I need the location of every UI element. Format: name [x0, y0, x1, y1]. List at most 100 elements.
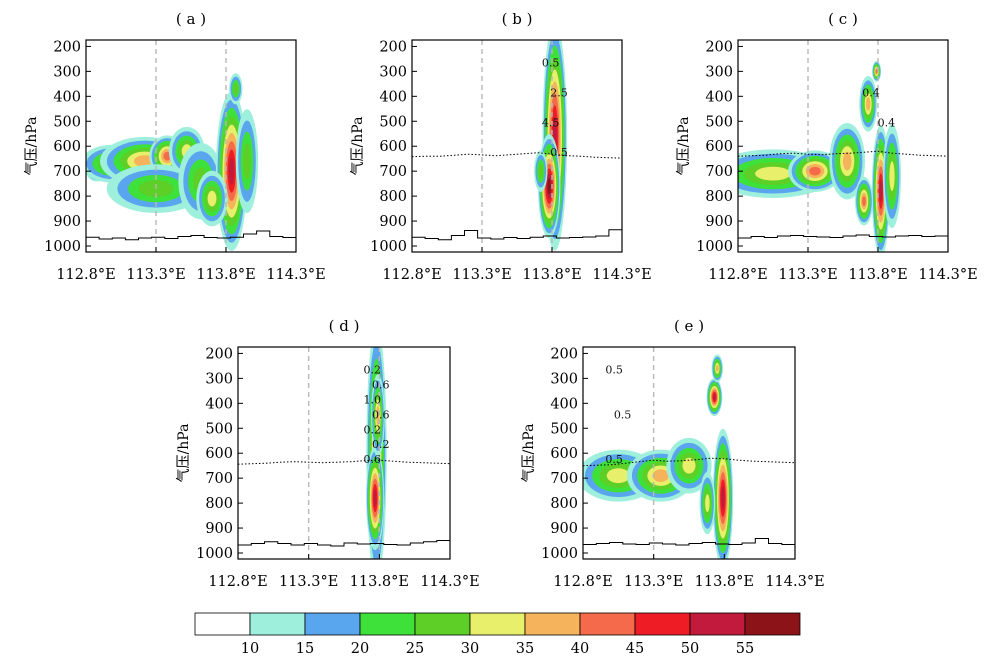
reflectivity-field	[583, 354, 734, 559]
reflectivity-contour	[538, 163, 544, 179]
y-tick-label: 1000	[44, 239, 81, 255]
x-tick-label: 114.3°E	[420, 574, 479, 590]
panel-label: ( d )	[329, 317, 360, 335]
x-tick-label: 112.8°E	[553, 574, 612, 590]
y-tick-label: 200	[379, 39, 407, 55]
colorbar-bin	[634, 612, 691, 636]
y-tick-label: 400	[705, 89, 733, 105]
y-tick-label: 600	[205, 446, 233, 462]
panel-label: ( e )	[674, 317, 704, 335]
colorbar-label: 35	[516, 641, 534, 657]
colorbar: 10 15 20 25 30 35 40 45 50 55	[194, 612, 801, 657]
y-tick-label: 500	[705, 114, 733, 130]
colorbar-label: 20	[351, 641, 369, 657]
y-tick-label: 700	[53, 164, 81, 180]
reflectivity-contour	[862, 195, 866, 207]
x-tick-label: 113.3°E	[279, 574, 338, 590]
x-tick-label: 113.3°E	[778, 267, 837, 283]
x-tick-label: 112.8°E	[382, 267, 441, 283]
x-tick-label: 113.8°E	[196, 267, 255, 283]
x-tick-label: 113.3°E	[452, 267, 511, 283]
x-tick-label: 114.3°E	[765, 574, 824, 590]
colorbar-bin	[304, 612, 361, 636]
y-tick-label: 500	[379, 114, 407, 130]
y-tick-label: 900	[379, 214, 407, 230]
x-tick-label: 113.3°E	[126, 267, 185, 283]
y-tick-label: 1000	[541, 546, 578, 562]
contour-label: 0.2	[364, 363, 382, 376]
x-tick-label: 114.3°E	[592, 267, 651, 283]
x-tick-label: 114.3°E	[266, 267, 325, 283]
colorbar-label: 40	[571, 641, 589, 657]
reflectivity-contour	[809, 166, 821, 176]
reflectivity-contour	[721, 486, 725, 510]
colorbar-label: 45	[626, 641, 644, 657]
terrain-line	[412, 229, 622, 241]
contour-label: 0.6	[364, 453, 382, 466]
terrain-line	[86, 230, 296, 241]
colorbar-bin	[579, 612, 636, 636]
zero-degree-line	[238, 459, 450, 465]
y-axis-label: 气压/hPa	[350, 117, 366, 176]
y-tick-label: 800	[550, 496, 578, 512]
panel-3: ( d ) 0.2 0.6 1.0 0.6 0.2 0.2 0.6 200 300 400 500 60…	[176, 317, 480, 590]
x-tick-label: 114.3°E	[918, 267, 977, 283]
reflectivity-contour	[879, 180, 883, 203]
contour-label: 0.6	[372, 378, 390, 391]
y-tick-label: 300	[205, 371, 233, 387]
x-tick-label: 113.3°E	[624, 574, 683, 590]
contour-label: 0.5	[605, 363, 623, 376]
contour-label: 0.4	[878, 116, 896, 129]
y-tick-label: 300	[53, 64, 81, 80]
plot-frame	[237, 346, 451, 560]
y-tick-label: 800	[705, 189, 733, 205]
colorbar-bin	[414, 612, 471, 636]
y-axis-label: 气压/hPa	[676, 117, 692, 176]
colorbar-label: 50	[681, 641, 699, 657]
contour-label: 1.0	[364, 393, 382, 406]
reflectivity-contour	[682, 457, 696, 474]
x-tick-label: 113.8°E	[350, 574, 409, 590]
colorbar-bin	[524, 612, 581, 636]
y-tick-label: 700	[550, 471, 578, 487]
y-tick-label: 800	[53, 189, 81, 205]
panels-layer: ( a ) 200 300 400 500 600 700 800 900 1000 112.8°E…	[24, 10, 978, 590]
colorbar-bin	[744, 612, 801, 636]
y-tick-label: 400	[550, 396, 578, 412]
panel-4: ( e ) 0.5 0.5 0.5 200 300 400 500 600 700 800 900 10…	[521, 317, 825, 590]
terrain-line	[583, 538, 795, 546]
zero-degree-line	[412, 152, 622, 159]
y-tick-label: 300	[379, 64, 407, 80]
y-axis-label: 气压/hPa	[176, 424, 192, 483]
y-axis-label: 气压/hPa	[521, 424, 537, 483]
y-tick-label: 200	[205, 346, 233, 362]
reflectivity-contour	[705, 494, 710, 513]
panel-label: ( c )	[828, 10, 858, 28]
reflectivity-contour	[889, 161, 895, 192]
y-tick-label: 300	[705, 64, 733, 80]
panel-2: ( c ) 0.4 0.4 200 300 400 500 600 700 800 900 1000 1…	[676, 10, 978, 283]
panel-0: ( a ) 200 300 400 500 600 700 800 900 1000 112.8°E…	[24, 10, 326, 283]
terrain-line	[738, 234, 948, 239]
reflectivity-contour	[229, 157, 235, 185]
reflectivity-contour	[713, 393, 716, 401]
contour-label: 2.5	[550, 86, 568, 99]
reflectivity-contour	[866, 97, 871, 111]
x-tick-label: 113.8°E	[522, 267, 581, 283]
colorbar-label: 25	[406, 641, 424, 657]
reflectivity-field	[86, 73, 259, 251]
colorbar-label: 30	[461, 641, 479, 657]
y-tick-label: 900	[53, 214, 81, 230]
contour-label: 0.2	[372, 438, 390, 451]
y-tick-label: 900	[705, 214, 733, 230]
y-tick-label: 800	[205, 496, 233, 512]
y-tick-label: 600	[53, 139, 81, 155]
colorbar-label: 15	[296, 641, 314, 657]
x-tick-label: 112.8°E	[56, 267, 115, 283]
x-tick-label: 113.8°E	[695, 574, 754, 590]
y-tick-label: 700	[379, 164, 407, 180]
y-tick-label: 700	[705, 164, 733, 180]
panel-label: ( b )	[502, 10, 533, 28]
y-tick-label: 1000	[370, 239, 407, 255]
